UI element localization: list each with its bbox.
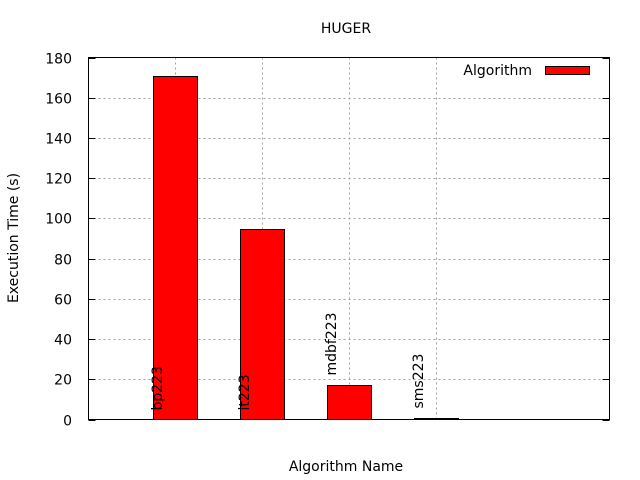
y-tick-label: 40 [54,333,72,349]
y-tick-label: 100 [45,212,72,228]
bar-label: sms223 [411,354,427,409]
bar-label: bp223 [150,366,166,411]
bar-label: lt223 [237,374,253,410]
legend-label: Algorithm [463,63,532,79]
y-axis-title: Execution Time (s) [6,173,22,303]
x-axis-title: Algorithm Name [289,459,403,475]
bar [240,229,285,420]
y-tick-label: 80 [54,253,72,269]
y-axis-ticks: 0 20 40 60 80 100 120 140 160 180 [45,52,610,430]
y-tick-label: 120 [45,172,72,188]
plot-frame [88,57,610,420]
y-tick-label: 160 [45,92,72,108]
y-tick-label: 140 [45,132,72,148]
y-tick-label: 60 [54,293,72,309]
y-tick-label: 180 [45,52,72,68]
legend: Algorithm [463,63,590,79]
chart-title: HUGER [321,21,371,37]
bar-labels: bp223 lt223 mdbf223 sms223 [150,312,427,410]
bar-label: mdbf223 [324,312,340,375]
y-tick-label: 0 [63,414,72,430]
legend-swatch [545,66,590,75]
bar [327,385,372,420]
y-tick-label: 20 [54,373,72,389]
